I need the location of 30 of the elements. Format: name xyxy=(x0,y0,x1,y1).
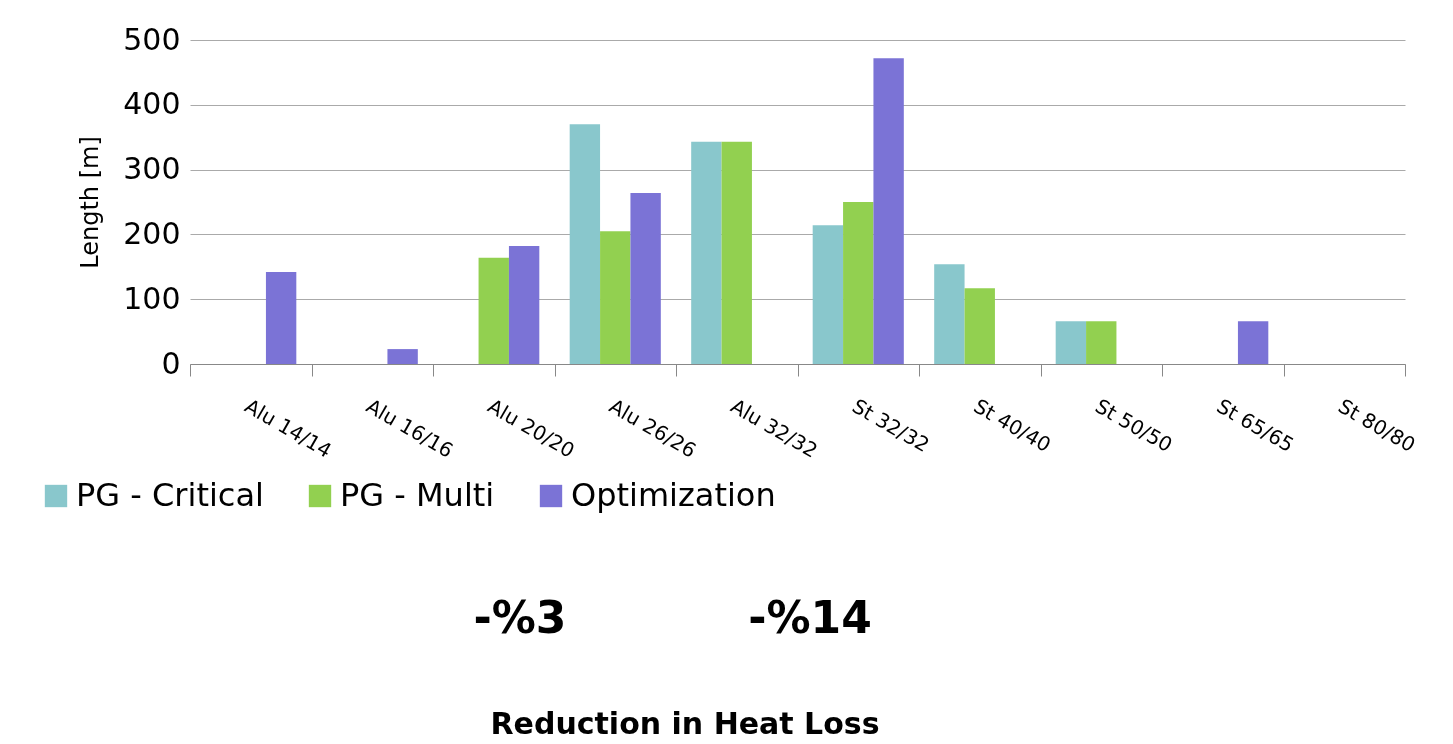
bar xyxy=(721,141,752,364)
bar xyxy=(964,288,995,364)
bar xyxy=(630,192,661,364)
text: -%3 xyxy=(473,592,567,643)
bar xyxy=(569,124,601,364)
legend-label: PG - Critical xyxy=(76,476,264,514)
y-tick-label: 200 xyxy=(123,215,181,251)
bar xyxy=(1237,321,1269,364)
bar xyxy=(843,202,874,364)
text: -%14 xyxy=(748,592,872,643)
bar xyxy=(387,349,418,364)
y-tick-label: 100 xyxy=(123,280,181,316)
bar xyxy=(265,271,297,364)
bar xyxy=(508,246,540,364)
bar xyxy=(600,231,631,364)
bar xyxy=(873,58,904,364)
y-tick-label: 300 xyxy=(123,151,181,187)
text: Reduction in Heat Loss xyxy=(490,706,880,741)
y-tick-label: 400 xyxy=(123,86,181,122)
bar xyxy=(1055,321,1087,364)
y-tick-label: 500 xyxy=(123,21,181,57)
bar xyxy=(478,257,509,364)
y-axis-title: Length [m] xyxy=(76,136,105,269)
bar xyxy=(812,225,844,364)
legend-label: PG - Multi xyxy=(340,476,495,514)
y-tick-label: 0 xyxy=(161,345,181,381)
bar xyxy=(1086,321,1117,364)
bar xyxy=(691,141,722,364)
legend-label: Optimization xyxy=(571,476,776,514)
bar xyxy=(934,264,965,364)
